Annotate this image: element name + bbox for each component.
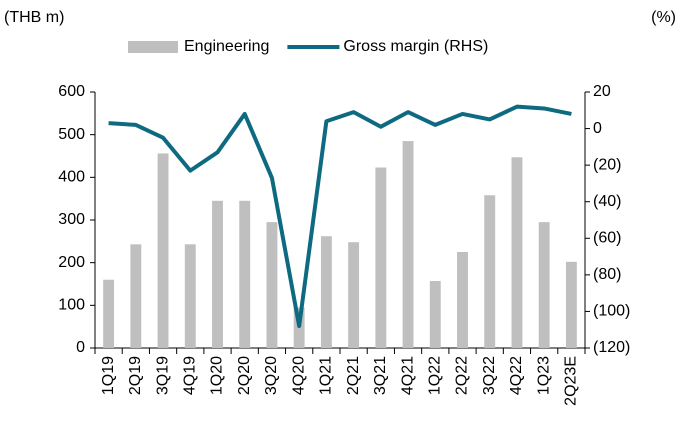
x-tick-label: 3Q22 bbox=[481, 356, 498, 395]
y-tick-label: 400 bbox=[58, 169, 85, 186]
x-tick-label: 4Q19 bbox=[181, 356, 198, 395]
y2-tick-label: (80) bbox=[593, 266, 621, 283]
bar bbox=[538, 222, 550, 348]
y-tick-label: 300 bbox=[58, 211, 85, 228]
bar bbox=[184, 244, 196, 348]
y-axis-label: (THB m) bbox=[4, 9, 64, 26]
bar bbox=[320, 236, 332, 348]
x-tick-label: 2Q21 bbox=[345, 356, 362, 395]
legend-label: Engineering bbox=[184, 38, 269, 55]
legend-label: Gross margin (RHS) bbox=[343, 38, 488, 55]
x-tick-label: 2Q19 bbox=[127, 356, 144, 395]
bar bbox=[266, 222, 278, 348]
y2-tick-label: (100) bbox=[593, 303, 630, 320]
y2-tick-label: 0 bbox=[593, 120, 602, 137]
y-tick-label: 0 bbox=[76, 339, 85, 356]
bar bbox=[212, 200, 223, 348]
y2-tick-label: (120) bbox=[593, 339, 630, 356]
x-tick-label: 1Q20 bbox=[209, 356, 226, 395]
x-tick-label: 1Q21 bbox=[318, 356, 335, 395]
bar bbox=[103, 279, 115, 348]
y-tick-label: 200 bbox=[58, 254, 85, 271]
x-tick-label: 4Q21 bbox=[399, 356, 416, 395]
x-tick-label: 1Q23 bbox=[535, 356, 552, 395]
bar bbox=[511, 157, 523, 348]
x-tick-label: 2Q23E bbox=[563, 356, 580, 406]
y2-tick-label: (40) bbox=[593, 193, 621, 210]
y2-tick-label: (60) bbox=[593, 230, 621, 247]
bar bbox=[484, 195, 496, 348]
bar bbox=[239, 200, 251, 348]
bar bbox=[429, 281, 441, 348]
bar bbox=[348, 242, 360, 348]
bar bbox=[402, 141, 414, 348]
x-tick-label: 3Q21 bbox=[372, 356, 389, 395]
x-tick-label: 1Q22 bbox=[426, 356, 443, 395]
y2-tick-label: 20 bbox=[593, 83, 611, 100]
bar bbox=[130, 244, 142, 348]
line bbox=[108, 104, 572, 329]
bar bbox=[565, 261, 577, 348]
legend-swatch bbox=[128, 41, 178, 53]
y-tick-label: 600 bbox=[58, 83, 85, 100]
x-tick-label: 2Q20 bbox=[236, 356, 253, 395]
bar bbox=[457, 252, 468, 348]
bar bbox=[375, 167, 387, 348]
x-tick-label: 4Q22 bbox=[508, 356, 525, 395]
y2-axis-label: (%) bbox=[651, 9, 676, 26]
x-tick-label: 4Q20 bbox=[290, 356, 307, 395]
x-tick-label: 3Q20 bbox=[263, 356, 280, 395]
bar bbox=[157, 153, 169, 348]
y2-tick-label: (20) bbox=[593, 156, 621, 173]
y-tick-label: 500 bbox=[58, 126, 85, 143]
x-tick-label: 2Q22 bbox=[454, 356, 471, 395]
y-tick-label: 100 bbox=[58, 297, 85, 314]
x-tick-label: 3Q19 bbox=[154, 356, 171, 395]
x-tick-label: 1Q19 bbox=[100, 356, 117, 395]
